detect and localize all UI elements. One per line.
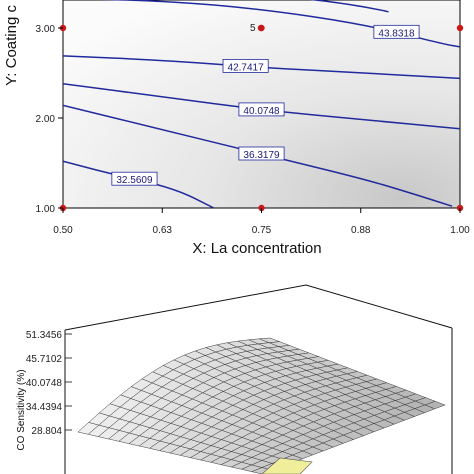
z-axis-ticks: 28.804 34.4394 40.0748 45.7102 51.3456 xyxy=(26,330,72,437)
z-tick-label: 45.7102 xyxy=(26,354,63,365)
contour-label-box xyxy=(111,171,158,186)
z-tick-label: 51.3456 xyxy=(26,330,63,341)
contour-line xyxy=(63,83,460,130)
contour-label-box xyxy=(238,146,285,161)
contour-label: 42.7417 xyxy=(228,62,265,73)
contour-label-box xyxy=(222,59,269,73)
contour-label-box xyxy=(373,24,420,39)
contour-plot: 32.5609 36.3179 40.0748 42.7417 43.8318 5 0.… xyxy=(3,0,470,257)
z-tick-label: 34.4394 xyxy=(26,402,63,413)
design-points xyxy=(59,24,464,212)
surface-box-edge xyxy=(64,284,453,331)
contour-label: 36.3179 xyxy=(243,150,280,161)
contour-label: 40.0748 xyxy=(243,106,280,117)
y-axis-ticks: 1.00 2.00 3.00 xyxy=(36,24,63,215)
z-tick-label: 28.804 xyxy=(31,426,62,437)
contour-label: 43.8318 xyxy=(378,28,415,39)
z-tick-label: 40.0748 xyxy=(26,378,63,389)
y-tick-label: 2.00 xyxy=(36,114,56,125)
x-tick-label: 1.00 xyxy=(450,225,470,236)
y-tick-label: 3.00 xyxy=(36,24,56,35)
contour-line xyxy=(309,0,389,13)
x-tick-label: 0.63 xyxy=(153,225,173,236)
x-tick-label: 0.50 xyxy=(53,225,73,236)
x-tick-label: 0.75 xyxy=(252,225,272,236)
y-tick-label: 1.00 xyxy=(36,204,56,215)
design-point xyxy=(456,24,464,32)
surface-patch xyxy=(424,401,446,410)
y-axis-title: Y: Coating c xyxy=(3,5,20,86)
contour-line xyxy=(63,55,460,80)
z-axis-title: CO Sensitivity (%) xyxy=(16,369,27,450)
center-point xyxy=(257,24,265,32)
surface-plot: 28.804 34.4394 40.0748 45.7102 51.3456 CO Se… xyxy=(16,284,453,474)
x-axis-title: X: La concentration xyxy=(192,240,321,257)
center-point-label: 5 xyxy=(250,23,256,34)
surface-mesh xyxy=(77,337,446,474)
contour-label-box xyxy=(238,102,285,117)
contour-labels: 32.5609 36.3179 40.0748 42.7417 43.8318 xyxy=(111,24,420,186)
x-tick-label: 0.88 xyxy=(351,225,371,236)
contour-label: 32.5609 xyxy=(116,175,153,186)
x-axis-ticks: 0.50 0.63 0.75 0.88 1.00 xyxy=(53,208,470,236)
surface-floor-patch xyxy=(261,457,313,474)
